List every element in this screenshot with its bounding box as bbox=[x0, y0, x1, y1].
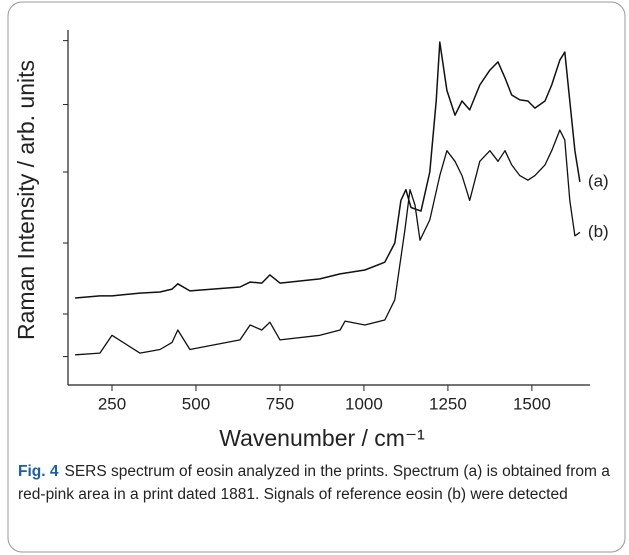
x-tick-label: 250 bbox=[98, 394, 126, 413]
x-tick-label: 500 bbox=[182, 394, 210, 413]
x-tick-label: 1250 bbox=[429, 394, 467, 413]
caption-text: SERS spectrum of eosin analyzed in the p… bbox=[18, 463, 610, 503]
spectrum-line bbox=[75, 41, 581, 299]
x-tick-label: 750 bbox=[266, 394, 294, 413]
caption: Fig. 4 SERS spectrum of eosin analyzed in… bbox=[18, 460, 618, 506]
y-axis-label: Raman Intensity / arb. units bbox=[13, 60, 39, 340]
series-label: (a) bbox=[588, 171, 609, 190]
x-axis-label: Wavenumber / cm⁻¹ bbox=[219, 425, 425, 451]
series-label: (b) bbox=[588, 222, 609, 241]
figure-border bbox=[7, 1, 626, 553]
x-tick-label: 1500 bbox=[513, 394, 551, 413]
spectrum-line bbox=[75, 129, 581, 356]
caption-label: Fig. 4 bbox=[18, 463, 59, 480]
x-tick-label: 1000 bbox=[345, 394, 383, 413]
